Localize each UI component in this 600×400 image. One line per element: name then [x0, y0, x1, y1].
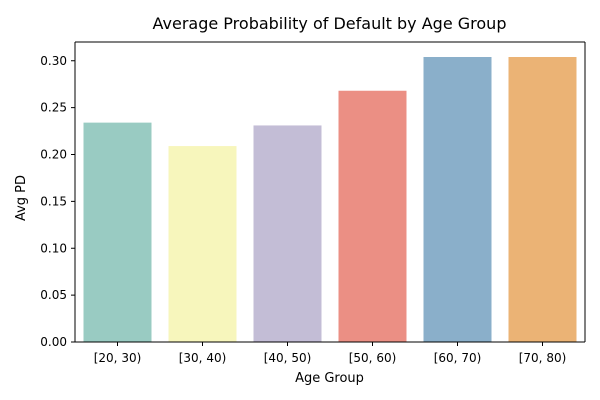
y-tick-label: 0.30 [40, 54, 67, 68]
bar-0 [83, 122, 152, 342]
y-tick-label: 0.20 [40, 148, 67, 162]
y-tick-label: 0.05 [40, 288, 67, 302]
chart-title: Average Probability of Default by Age Gr… [153, 14, 507, 33]
bar-5 [508, 57, 577, 342]
x-tick-label: [70, 80) [519, 351, 567, 365]
x-tick-label: [40, 50) [264, 351, 312, 365]
bar-1 [168, 146, 237, 342]
x-tick-label: [60, 70) [434, 351, 482, 365]
bar-2 [253, 125, 322, 342]
y-tick-label: 0.15 [40, 194, 67, 208]
bar-4 [423, 57, 492, 342]
x-tick-label: [50, 60) [349, 351, 397, 365]
x-tick-label: [30, 40) [179, 351, 227, 365]
x-axis-label: Age Group [295, 371, 364, 386]
y-tick-label: 0.00 [40, 335, 67, 349]
bar-3 [338, 90, 407, 342]
y-tick-label: 0.10 [40, 241, 67, 255]
y-axis-label: Avg PD [14, 175, 29, 221]
x-tick-label: [20, 30) [94, 351, 142, 365]
plot-area: 0.00 0.05 0.10 0.15 0.20 0.25 0.30 [20, 30) [30,… [40, 41, 586, 365]
y-tick-label: 0.25 [40, 101, 67, 115]
